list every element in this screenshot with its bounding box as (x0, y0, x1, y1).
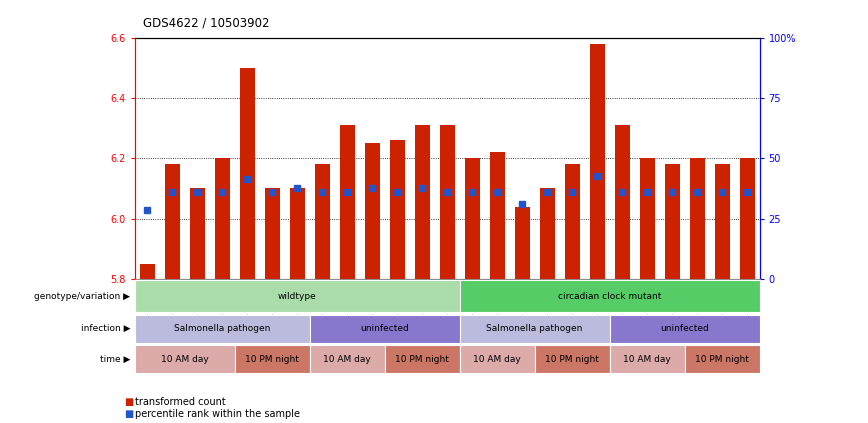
Bar (740, 158, 754, 279)
Text: 10 PM night: 10 PM night (245, 354, 299, 364)
Bar (515, 206, 529, 279)
Bar (535, 345, 609, 373)
Bar (640, 158, 654, 279)
Text: transformed count: transformed count (135, 397, 226, 407)
Text: ■: ■ (124, 397, 134, 407)
Bar (609, 345, 685, 373)
Text: 10 AM day: 10 AM day (323, 354, 371, 364)
Text: 10 PM night: 10 PM night (395, 354, 449, 364)
Text: 10 AM day: 10 AM day (161, 354, 208, 364)
Bar (265, 189, 279, 279)
Text: circadian clock mutant: circadian clock mutant (558, 291, 661, 301)
Bar (415, 125, 430, 279)
Text: time ▶: time ▶ (100, 354, 130, 364)
Bar (459, 280, 760, 312)
Bar (310, 315, 459, 343)
Bar (615, 125, 629, 279)
Text: percentile rank within the sample: percentile rank within the sample (135, 409, 299, 419)
Bar (665, 165, 680, 279)
Bar (314, 165, 330, 279)
Bar (290, 189, 305, 279)
Bar (339, 125, 354, 279)
Text: 10 PM night: 10 PM night (695, 354, 749, 364)
Bar (140, 264, 155, 279)
Text: 10 AM day: 10 AM day (623, 354, 671, 364)
Bar (459, 315, 609, 343)
Bar (365, 143, 379, 279)
Bar (135, 280, 459, 312)
Bar (589, 44, 604, 279)
Bar (135, 345, 234, 373)
Bar (214, 158, 229, 279)
Bar (385, 345, 459, 373)
Text: uninfected: uninfected (661, 324, 709, 333)
Bar (439, 125, 455, 279)
Bar (234, 345, 310, 373)
Bar (540, 189, 555, 279)
Text: wildtype: wildtype (278, 291, 317, 301)
Bar (310, 345, 385, 373)
Bar (564, 165, 580, 279)
Bar (685, 345, 760, 373)
Bar (165, 165, 180, 279)
Bar (459, 345, 535, 373)
Text: GDS4622 / 10503902: GDS4622 / 10503902 (143, 16, 270, 30)
Bar (464, 158, 479, 279)
Bar (689, 158, 705, 279)
Text: Salmonella pathogen: Salmonella pathogen (174, 324, 270, 333)
Bar (189, 189, 205, 279)
Bar (714, 165, 729, 279)
Bar (490, 152, 504, 279)
Text: uninfected: uninfected (360, 324, 409, 333)
Bar (240, 68, 254, 279)
Text: 10 PM night: 10 PM night (545, 354, 599, 364)
Bar (390, 140, 404, 279)
Bar (135, 315, 310, 343)
Text: Salmonella pathogen: Salmonella pathogen (486, 324, 582, 333)
Text: ■: ■ (124, 409, 134, 419)
Text: genotype/variation ▶: genotype/variation ▶ (34, 291, 130, 301)
Text: infection ▶: infection ▶ (81, 324, 130, 333)
Text: 10 AM day: 10 AM day (473, 354, 521, 364)
Bar (609, 315, 760, 343)
